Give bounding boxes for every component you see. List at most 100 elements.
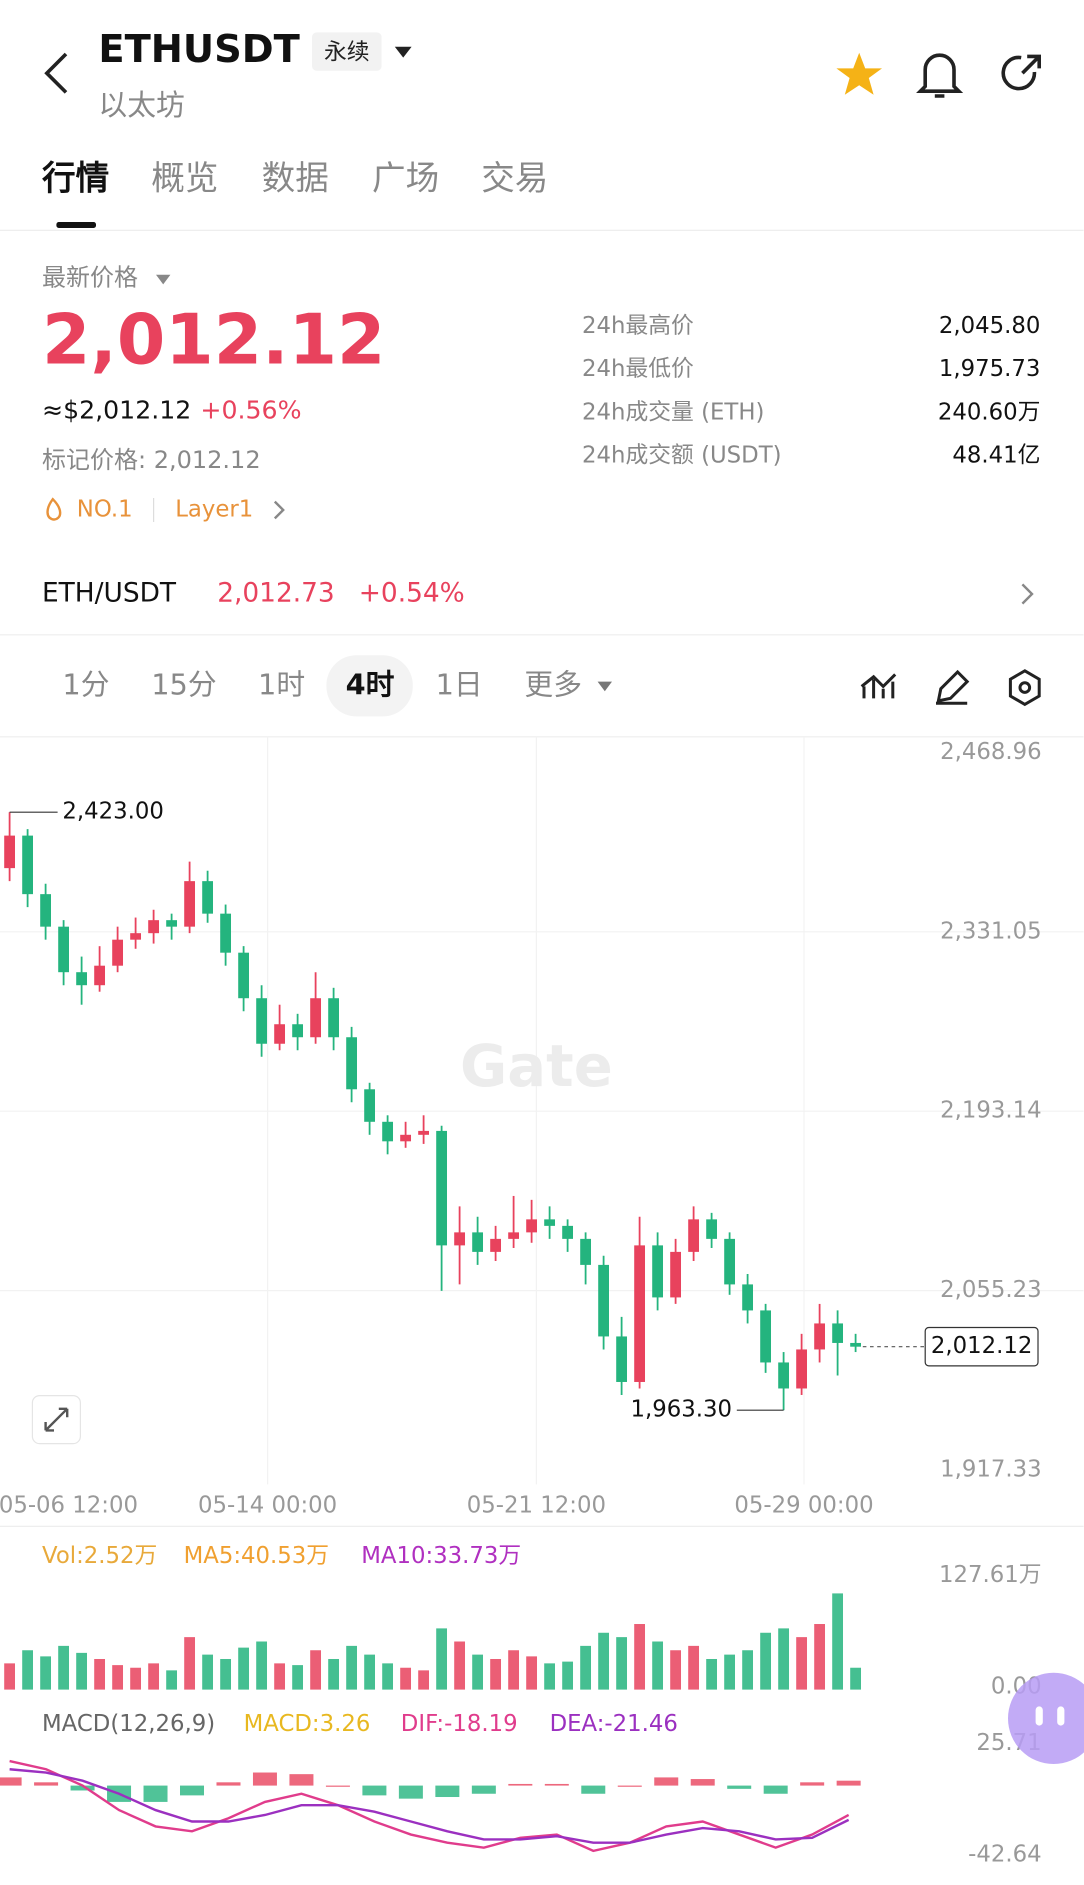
macd-histogram	[471, 1785, 496, 1794]
volume-bar	[832, 1593, 844, 1690]
macd-chart: MACD(12,26,9) MACD:3.26 DIF:-18.19 DEA:-21.…	[0, 1711, 1042, 1868]
tab[interactable]: 行情	[42, 159, 109, 198]
assistant-button[interactable]	[1008, 1672, 1084, 1764]
last-price: 2,012.12	[42, 299, 385, 380]
dropdown-icon[interactable]	[394, 46, 412, 58]
macd-histogram	[0, 1777, 22, 1786]
interval[interactable]: 更多	[524, 667, 582, 701]
tag[interactable]: Layer1	[175, 497, 253, 523]
candle-body	[292, 1024, 304, 1038]
stat-label: 24h最高价	[582, 313, 694, 339]
tab[interactable]: 数据	[262, 159, 329, 198]
candle-body	[310, 998, 322, 1038]
spot-price: 2,012.73	[217, 578, 335, 609]
alert-bell[interactable]	[916, 53, 964, 98]
candle-body	[472, 1232, 484, 1252]
volume-bar	[454, 1641, 466, 1690]
candle-body	[274, 1024, 286, 1044]
tabs: 行情 概览 数据 广场 交易	[42, 159, 548, 198]
dropdown-icon[interactable]	[597, 681, 613, 692]
interval[interactable]: 15分	[151, 667, 216, 701]
chevron[interactable]	[1021, 583, 1034, 605]
candle-body	[166, 920, 178, 927]
dropdown-icon[interactable]	[156, 274, 171, 285]
interval[interactable]: 1日	[436, 667, 483, 701]
dif-line	[9, 1759, 850, 1853]
back-button[interactable]	[44, 52, 68, 94]
macd-histogram	[180, 1785, 205, 1796]
y-tick-label: 2,468.96	[940, 739, 1042, 765]
chevron[interactable]	[273, 500, 285, 520]
interval[interactable]: 1分	[62, 667, 109, 701]
candle-body	[562, 1225, 574, 1239]
candle-body	[220, 913, 232, 953]
stat-value: 1,975.73	[939, 356, 1041, 382]
interval[interactable]: 4时	[346, 667, 395, 701]
macd-histogram	[654, 1777, 679, 1786]
volume-legend: MA10:33.73万	[361, 1543, 521, 1569]
tag[interactable]: NO.1	[77, 497, 133, 523]
price-change: +0.56%	[200, 396, 301, 425]
candle-body	[544, 1219, 556, 1226]
volume-bar	[364, 1654, 376, 1690]
volume-bar	[670, 1650, 682, 1690]
candle-body	[418, 1130, 430, 1135]
volume-bar	[346, 1645, 358, 1690]
interval-selected-bg	[326, 655, 413, 717]
candle-body	[112, 939, 124, 966]
y-tick-label: 2,193.14	[940, 1098, 1042, 1124]
settings-icon-center	[1018, 681, 1032, 694]
macd-histogram	[508, 1783, 533, 1786]
macd-histogram	[325, 1785, 350, 1787]
tab[interactable]: 广场	[372, 159, 439, 198]
candle-body	[850, 1342, 862, 1347]
macd-histogram	[362, 1785, 387, 1796]
macd-tick-label: -42.64	[968, 1842, 1042, 1868]
volume-bar	[688, 1645, 700, 1690]
tab[interactable]: 交易	[481, 159, 548, 198]
candle-body	[148, 920, 160, 934]
share-icon[interactable]	[1001, 54, 1042, 91]
high-label: 2,423.00	[62, 799, 164, 825]
expand-icon	[44, 1407, 69, 1432]
tab[interactable]: 概览	[151, 159, 218, 198]
volume-bar	[382, 1663, 394, 1690]
stat-value: 240.60万	[938, 399, 1041, 425]
favorite-star[interactable]	[836, 52, 883, 95]
symbol: ETHUSDT	[98, 27, 299, 72]
volume-bar	[796, 1637, 808, 1690]
badge[interactable]: 永续	[324, 39, 370, 65]
interval[interactable]: 1时	[258, 667, 305, 701]
volume-bar	[526, 1656, 538, 1690]
last-price-tag: 2,012.12	[931, 1333, 1033, 1359]
volume-bar	[490, 1658, 502, 1690]
volume-bar	[724, 1654, 736, 1690]
draw-icon[interactable]	[936, 669, 970, 705]
x-tick-label: 05-29 00:00	[734, 1493, 873, 1519]
indicator-icon[interactable]	[860, 673, 897, 699]
volume-bar	[58, 1645, 70, 1690]
usd-price: ≈$2,012.12	[42, 396, 191, 425]
candle-body	[634, 1245, 646, 1382]
volume-bar	[706, 1658, 718, 1690]
spot-pair[interactable]: ETH/USDT	[42, 578, 177, 609]
dea-line	[9, 1768, 850, 1844]
macd-histogram	[143, 1785, 168, 1802]
volume-bar	[220, 1658, 232, 1690]
macd-legend: MACD:3.26	[244, 1711, 371, 1737]
candle-body	[670, 1251, 682, 1298]
settings-icon[interactable]	[1008, 669, 1041, 707]
macd-histogram	[581, 1785, 606, 1794]
volume-chart: Vol:2.52万 MA5:40.53万 MA10:33.73万0.00127.61…	[4, 1543, 1042, 1700]
macd-histogram	[727, 1785, 752, 1789]
badge-bg	[312, 32, 382, 71]
macd-histogram	[617, 1785, 642, 1787]
watermark: Gate	[460, 1033, 613, 1100]
volume-bar	[562, 1661, 574, 1690]
volume-bar	[508, 1650, 520, 1690]
volume-bar	[22, 1650, 34, 1690]
volume-bar	[778, 1628, 790, 1690]
x-tick-label: 05-21 12:00	[467, 1493, 606, 1519]
volume-bar	[598, 1632, 610, 1690]
macd-histogram	[70, 1785, 95, 1791]
